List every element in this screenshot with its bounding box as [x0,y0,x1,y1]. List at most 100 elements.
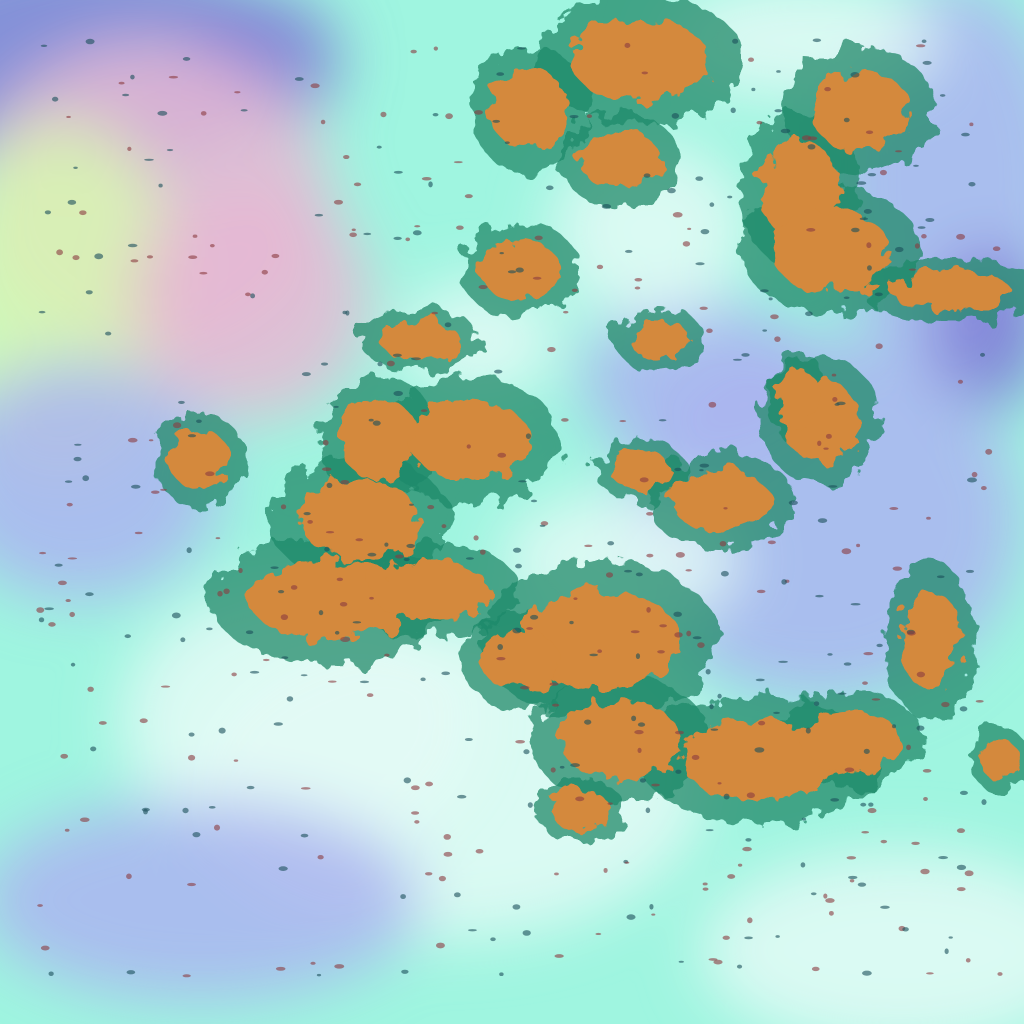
cloud-speck [667,187,676,194]
cloud-speck [290,585,298,590]
cloud-speck [48,622,56,627]
cloud-speck [741,353,750,357]
cloud-speck [639,778,646,783]
cloud-speck [626,914,636,920]
cloud-speck [532,276,542,280]
cloud-speck [507,270,517,274]
cloud-speck [233,759,239,762]
cloud-speck [66,115,71,119]
cloud-speck [589,653,599,657]
haze-patch [700,850,1024,1024]
cloud-speck [40,44,48,47]
cloud-speck [188,732,195,737]
cloud-speck [624,861,630,864]
cloud-speck [492,119,500,123]
cloud-speck [393,170,403,174]
cloud-speck [443,834,451,840]
cloud-speck [635,653,641,660]
cloud-speck [770,314,779,320]
cloud-speck [317,855,324,860]
cloud-speck [807,144,816,150]
cloud-speck [601,203,612,209]
cloud-speck [98,721,107,725]
cloud-speck [709,704,714,710]
cloud-speck [445,113,453,120]
cloud-speck [359,680,370,684]
cloud-speck [166,148,174,152]
convective-core [560,700,680,780]
cloud-speck [702,882,708,886]
cloud-speck [695,262,705,266]
cloud-speck [130,484,141,489]
cloud-speck [552,703,560,707]
cloud-speck [66,502,73,507]
cloud-speck [709,202,715,207]
cloud-speck [74,443,82,446]
cloud-speck [411,811,420,815]
cloud-speck [832,397,838,402]
cloud-speck [861,831,870,834]
convective-core [780,370,820,430]
cloud-speck [44,210,51,215]
cloud-speck [961,132,970,137]
cloud-speck [926,972,934,975]
cloud-speck [340,480,350,485]
cloud-speck [956,864,967,870]
cloud-speck [345,310,350,316]
cloud-speck [569,114,579,119]
cloud-speck [959,706,968,712]
cloud-speck [504,141,510,144]
cloud-speck [699,306,708,310]
cloud-speck [708,401,717,408]
cloud-speck [985,448,993,455]
cloud-speck [605,572,614,578]
cloud-speck [774,336,781,342]
cloud-speck [139,718,148,724]
cloud-speck [813,701,820,707]
cloud-speck [774,109,783,113]
cloud-speck [922,768,932,773]
cloud-speck [675,552,685,558]
cloud-speck [856,181,867,185]
cloud-speck [730,107,736,114]
cloud-speck [717,693,722,699]
cloud-speck [672,212,683,218]
cloud-speck [756,120,763,125]
cloud-speck [420,409,428,413]
cloud-speck [262,658,270,662]
cloud-speck [44,607,54,611]
cloud-speck [913,164,919,167]
cloud-speck [363,232,372,236]
convective-core [410,400,530,480]
cloud-speck [624,249,633,253]
cloud-speck [281,656,289,660]
cloud-speck [410,357,421,361]
cloud-speck [723,793,730,800]
cloud-speck [849,879,855,883]
cloud-speck [866,242,872,249]
cloud-speck [674,632,683,638]
cloud-speck [925,217,935,223]
cloud-speck [603,867,608,873]
cloud-speck [659,624,667,628]
cloud-speck [550,767,556,773]
cloud-speck [699,469,704,472]
convective-core [980,740,1020,780]
cloud-speck [205,471,215,477]
cloud-speck [410,785,420,791]
cloud-speck [914,243,920,249]
cloud-speck [981,486,987,491]
convective-core [900,590,960,690]
speckle-layer [36,38,1003,978]
cloud-speck [180,637,186,643]
cloud-speck [584,544,593,548]
cloud-speck [324,546,330,552]
cloud-speck [320,119,326,125]
cloud-speck [278,589,285,594]
cloud-speck [517,47,526,50]
cloud-speck [968,181,976,187]
cloud-speck [39,551,47,555]
cloud-speck [916,671,926,678]
cloud-speck [261,269,268,275]
convective-core [340,400,420,480]
